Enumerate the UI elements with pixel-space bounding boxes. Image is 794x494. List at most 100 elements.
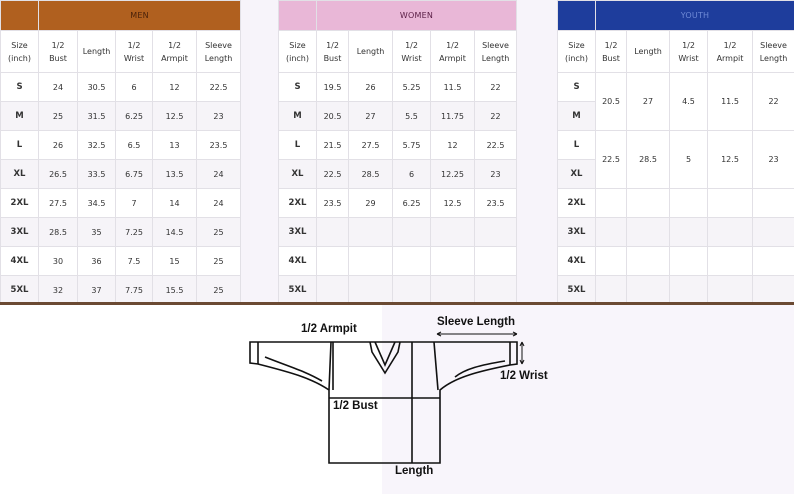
cell: 23.5 — [195, 130, 242, 160]
cell: 25 — [195, 217, 242, 247]
cell: 7.25 — [115, 217, 153, 247]
size-cell: 4XL — [0, 246, 39, 276]
cell: 19.5 — [316, 72, 349, 102]
cell: 6.5 — [115, 130, 153, 160]
column-header: 1/2 Bust — [316, 30, 349, 73]
cell: 5 — [669, 130, 708, 189]
size-cell: S — [278, 72, 317, 102]
cell: 21.5 — [316, 130, 349, 160]
size-cell: L — [278, 130, 317, 160]
cell: 7.75 — [115, 275, 153, 305]
column-header: 1/2 Wrist — [669, 30, 708, 73]
column-header: Sleeve Length — [751, 30, 794, 73]
cell — [348, 246, 393, 276]
size-cell: 3XL — [557, 217, 596, 247]
cell: 5.25 — [392, 72, 431, 102]
cell: 6 — [115, 72, 153, 102]
table-row: S 19.5 26 5.25 11.5 22 — [278, 72, 518, 102]
cell: 20.5 — [316, 101, 349, 131]
cell — [473, 275, 518, 305]
cell: 26 — [38, 130, 78, 160]
cell: 22.5 — [316, 159, 349, 189]
table-row: 4XL — [557, 246, 794, 276]
cell: 5.75 — [392, 130, 431, 160]
cell — [316, 246, 349, 276]
cell: 25 — [38, 101, 78, 131]
cell: 24 — [195, 188, 242, 218]
column-header: 1/2 Wrist — [115, 30, 153, 73]
size-cell: 3XL — [0, 217, 39, 247]
background-panel — [382, 305, 794, 494]
cell: 32 — [38, 275, 78, 305]
cell: 12.5 — [152, 101, 197, 131]
table-row: 2XL 23.5 29 6.25 12.5 23.5 — [278, 188, 518, 218]
cell: 6 — [392, 159, 431, 189]
size-cell: M — [278, 101, 317, 131]
sleeve-crease — [264, 356, 506, 382]
wrist-arrow — [519, 341, 525, 365]
cell: 28.5 — [38, 217, 78, 247]
left-armpit-seam — [328, 341, 334, 391]
cell: 6.75 — [115, 159, 153, 189]
cell — [348, 217, 393, 247]
jersey-outline — [249, 341, 518, 464]
cell: 26.5 — [38, 159, 78, 189]
cell: 31.5 — [77, 101, 116, 131]
size-cell: 5XL — [278, 275, 317, 305]
men-size-table: MEN Size (inch) 1/2 Bust Length 1/2 Wrist 1/2 Arm… — [0, 0, 242, 305]
cell: 25 — [195, 246, 242, 276]
size-cell: XL — [278, 159, 317, 189]
cell: 28.5 — [626, 130, 670, 189]
column-header: 1/2 Bust — [38, 30, 78, 73]
column-header: 1/2 Armpit — [430, 30, 475, 73]
cell: 15.5 — [152, 275, 197, 305]
table-row: 4XL — [278, 246, 518, 276]
women-size-table: WOMEN Size (inch) 1/2 Bust Length 1/2 Wrist 1/2 A… — [278, 0, 518, 305]
cell: 12.25 — [430, 159, 475, 189]
column-header: Sleeve Length — [195, 30, 242, 73]
table-row: 3XL — [278, 217, 518, 247]
cell: 5.5 — [392, 101, 431, 131]
sleeve-length-label: Sleeve Length — [437, 316, 515, 328]
size-cell: 3XL — [278, 217, 317, 247]
column-header: 1/2 Armpit — [707, 30, 753, 73]
cell: 22 — [473, 72, 518, 102]
size-cell: 2XL — [278, 188, 317, 218]
cell: 25 — [195, 275, 242, 305]
table-row: S 20.5 27 4.5 11.5 22 — [557, 72, 794, 131]
cell — [430, 246, 475, 276]
spacer — [240, 0, 278, 303]
youth-size-table: YOUTH Size (inch) 1/2 Bust Length 1/2 Wrist 1/2 A… — [557, 0, 794, 305]
cell — [316, 275, 349, 305]
size-cell: 4XL — [557, 246, 596, 276]
cell — [316, 217, 349, 247]
cell: 15 — [152, 246, 197, 276]
column-header: Size (inch) — [0, 30, 39, 73]
cell: 32.5 — [77, 130, 116, 160]
cell: 22.5 — [473, 130, 518, 160]
cell: 24 — [195, 159, 242, 189]
table-row: S 24 30.5 6 12 22.5 — [0, 72, 242, 102]
cell: 7.5 — [115, 246, 153, 276]
size-cell: S — [557, 72, 596, 102]
table-row: XL — [557, 159, 794, 189]
cell — [348, 275, 393, 305]
youth-title: YOUTH — [594, 0, 794, 31]
column-header: 1/2 Wrist — [392, 30, 431, 73]
column-header: 1/2 Armpit — [152, 30, 197, 73]
cell: 22 — [751, 72, 794, 131]
size-cell: 2XL — [0, 188, 39, 218]
column-header: Length — [348, 30, 393, 73]
cell: 30.5 — [77, 72, 116, 102]
table-row: XL 26.5 33.5 6.75 13.5 24 — [0, 159, 242, 189]
cell: 12 — [430, 130, 475, 160]
cell: 20.5 — [595, 72, 627, 131]
table-row: 5XL 32 37 7.75 15.5 25 — [0, 275, 242, 305]
cell: 11.75 — [430, 101, 475, 131]
cell: 35 — [77, 217, 116, 247]
size-cell: 2XL — [557, 188, 596, 218]
bust-label: 1/2 Bust — [333, 400, 378, 412]
jersey-diagram — [249, 331, 525, 464]
size-cell: L — [557, 130, 596, 160]
right-armpit-seam — [433, 341, 439, 391]
